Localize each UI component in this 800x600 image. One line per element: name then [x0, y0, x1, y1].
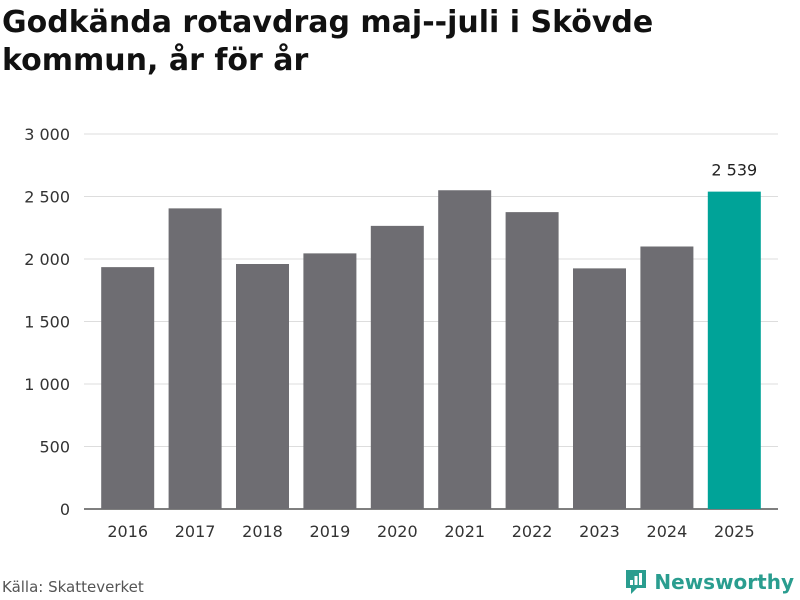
x-tick-label: 2021	[444, 522, 485, 541]
bar-2017	[168, 208, 222, 509]
x-tick-label: 2017	[175, 522, 216, 541]
x-tick-label: 2019	[310, 522, 351, 541]
x-tick-label: 2025	[714, 522, 755, 541]
bar-2024	[640, 246, 694, 509]
y-axis-ticks: 0 500 1 000 1 500 2 000 2 500 3 000	[24, 125, 70, 519]
y-tick-label: 500	[39, 438, 70, 457]
bar-2021	[438, 190, 492, 509]
y-tick-label: 3 000	[24, 125, 70, 144]
x-tick-label: 2023	[579, 522, 620, 541]
y-tick-label: 2 500	[24, 188, 70, 207]
y-tick-label: 1 000	[24, 375, 70, 394]
y-tick-label: 0	[60, 500, 70, 519]
data-label-2025: 2 539	[711, 161, 757, 180]
x-axis-ticks: 2016 2017 2018 2019 2020 2021 2022 2023 2024 2025	[107, 522, 754, 541]
x-tick-label: 2024	[647, 522, 688, 541]
bars	[101, 190, 761, 509]
bar-2025	[707, 191, 761, 509]
brand-logo: Newsworthy	[624, 568, 794, 596]
bar-2020	[370, 225, 424, 509]
x-tick-label: 2022	[512, 522, 553, 541]
bar-2016	[101, 267, 155, 509]
chart-title: Godkända rotavdrag maj--juli i Skövde ko…	[2, 5, 654, 78]
bar-2022	[505, 212, 559, 509]
x-tick-label: 2016	[107, 522, 148, 541]
y-tick-label: 2 000	[24, 250, 70, 269]
x-tick-label: 2018	[242, 522, 283, 541]
x-tick-label: 2020	[377, 522, 418, 541]
bar-2023	[573, 268, 626, 509]
bar-2019	[303, 253, 357, 509]
y-tick-label: 1 500	[24, 313, 70, 332]
newsworthy-logo-icon	[626, 570, 647, 594]
source-note: Källa: Skatteverket	[2, 578, 144, 596]
brand-name: Newsworthy	[654, 570, 794, 594]
bar-2018	[236, 264, 289, 509]
data-labels: 2 539	[711, 161, 757, 180]
